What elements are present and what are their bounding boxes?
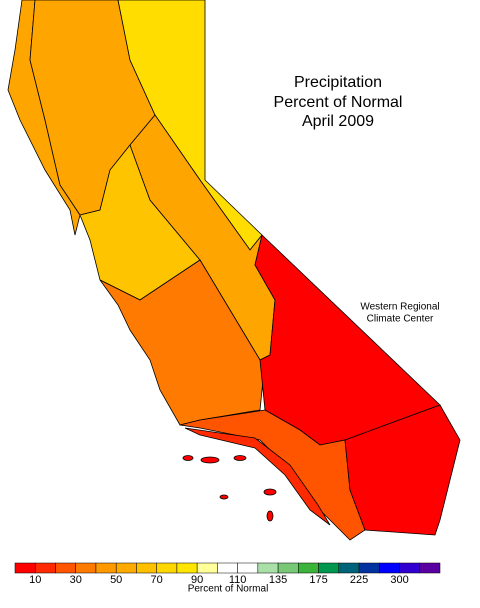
legend-swatch <box>237 562 259 574</box>
legend-swatch <box>34 562 56 574</box>
legend-swatch <box>298 562 319 574</box>
legend-swatch <box>257 562 279 574</box>
legend-tick-label: 90 <box>191 574 203 586</box>
credit-line: Western Regional <box>360 302 439 313</box>
legend-swatch <box>399 562 421 574</box>
legend-tick-label: 175 <box>309 574 327 586</box>
legend-tick-label: 300 <box>390 574 408 586</box>
legend-swatch <box>176 562 198 574</box>
legend-swatch <box>115 562 137 574</box>
legend-swatch <box>14 562 36 574</box>
legend-swatch <box>55 562 76 574</box>
legend-swatch <box>379 562 400 574</box>
region-la-coast <box>184 427 331 526</box>
island <box>219 494 229 500</box>
region-desert <box>254 234 441 446</box>
legend-swatch <box>75 562 97 574</box>
legend-tick-label: 50 <box>110 574 122 586</box>
legend-swatch <box>217 562 238 574</box>
legend-swatch <box>358 562 380 574</box>
island <box>233 455 247 461</box>
legend-swatch <box>95 562 117 574</box>
title-line: Percent of Normal <box>274 94 403 111</box>
title-line: Precipitation <box>294 74 382 91</box>
legend-swatch <box>196 562 218 574</box>
island <box>263 488 277 496</box>
island <box>200 456 220 464</box>
legend-swatch <box>419 562 441 574</box>
legend-tick-label: 110 <box>229 574 247 586</box>
credit-line: Climate Center <box>367 314 434 325</box>
island <box>266 510 274 522</box>
region-southeast <box>344 404 461 536</box>
legend-tick-label: 225 <box>350 574 368 586</box>
legend-swatch <box>156 562 178 574</box>
legend-swatch <box>318 562 340 574</box>
legend-tick-label: 30 <box>70 574 82 586</box>
legend-swatch <box>136 562 157 574</box>
legend-swatch <box>338 562 360 574</box>
legend-tick-label: 135 <box>269 574 287 586</box>
legend-tick-label: 70 <box>151 574 163 586</box>
state-map <box>7 0 461 541</box>
title-line: April 2009 <box>302 113 374 130</box>
legend-tick-label: 10 <box>29 574 41 586</box>
island <box>182 455 194 461</box>
legend-label: Percent of Normal <box>188 584 269 595</box>
legend-swatch <box>277 562 299 574</box>
